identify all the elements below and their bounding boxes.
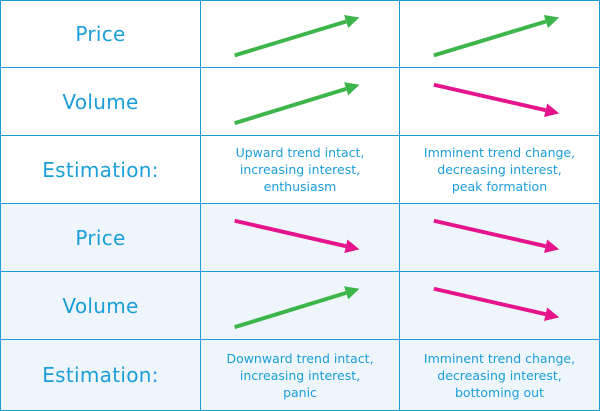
- trend-up-arrow-icon: [433, 15, 560, 58]
- arrow-head: [344, 82, 360, 96]
- arrow-head: [344, 286, 360, 300]
- arrow-head: [544, 103, 560, 117]
- estimation-line: Downward trend intact,: [226, 350, 374, 366]
- estimation-label: Estimation:: [42, 157, 159, 182]
- estimation-text: Imminent trend change, decreasing intere…: [416, 350, 583, 401]
- arrow-cell: [400, 272, 600, 340]
- arrow-head: [344, 15, 360, 29]
- row-volume-2: Volume: [0, 272, 600, 340]
- row-price-2: Price: [0, 204, 600, 272]
- trend-down-arrow-icon: [234, 218, 360, 253]
- estimation-line: increasing interest,: [239, 162, 361, 177]
- arrow-shaft: [433, 286, 547, 317]
- trend-up-arrow-icon: [234, 15, 360, 58]
- estimation-line: peak formation: [451, 179, 548, 194]
- estimation-text: Imminent trend change, decreasing intere…: [416, 144, 583, 195]
- estimation-cell: Upward trend intact, increasing interest…: [201, 136, 400, 204]
- estimation-line: Imminent trend change,: [423, 350, 576, 366]
- arrow-cell: [400, 0, 600, 68]
- arrow-shaft: [234, 86, 347, 126]
- row-estimation-2: Estimation: Downward trend intact, incre…: [0, 340, 600, 411]
- arrow-head: [543, 15, 560, 29]
- arrow-cell: [201, 0, 400, 68]
- price-label: Price: [75, 22, 126, 46]
- arrow-shaft: [234, 218, 347, 249]
- row-price-1: Price: [0, 0, 600, 68]
- volume-label: Volume: [62, 293, 139, 318]
- estimation-label: Estimation:: [42, 363, 159, 387]
- estimation-line: bottoming out: [455, 384, 544, 400]
- arrow-head: [544, 307, 560, 321]
- row-header: Volume: [0, 68, 201, 136]
- volume-label: Volume: [62, 89, 139, 114]
- trend-up-arrow-icon: [234, 286, 360, 330]
- arrow-shaft: [433, 82, 547, 113]
- arrow-head: [344, 239, 360, 253]
- row-header: Price: [0, 204, 201, 272]
- arrow-shaft: [234, 19, 347, 58]
- estimation-text: Upward trend intact, increasing interest…: [228, 144, 373, 195]
- arrow-cell: [400, 68, 600, 136]
- estimation-line: decreasing interest,: [437, 367, 562, 383]
- trend-up-arrow-icon: [234, 82, 360, 126]
- row-estimation-1: Estimation: Upward trend intact, increas…: [0, 136, 600, 204]
- arrow-cell: [201, 204, 400, 272]
- estimation-line: decreasing interest,: [437, 162, 562, 177]
- estimation-text: Downward trend intact, increasing intere…: [218, 350, 381, 401]
- trend-down-arrow-icon: [433, 82, 560, 117]
- row-header: Estimation:: [0, 136, 201, 204]
- arrow-shaft: [433, 218, 547, 249]
- estimation-cell: Imminent trend change, decreasing intere…: [400, 136, 600, 204]
- trend-down-arrow-icon: [433, 218, 560, 253]
- estimation-line: panic: [283, 384, 317, 400]
- arrow-cell: [201, 272, 400, 340]
- row-header: Volume: [0, 272, 201, 340]
- estimation-line: increasing interest,: [239, 367, 361, 383]
- estimation-cell: Downward trend intact, increasing intere…: [201, 340, 400, 411]
- estimation-line: enthusiasm: [263, 179, 337, 194]
- arrow-shaft: [234, 290, 347, 330]
- row-header: Estimation:: [0, 340, 201, 411]
- estimation-line: Imminent trend change,: [423, 145, 576, 160]
- price-label: Price: [75, 225, 126, 250]
- arrow-shaft: [433, 19, 547, 58]
- estimation-line: Upward trend intact,: [235, 145, 365, 160]
- arrow-cell: [400, 204, 600, 272]
- estimation-cell: Imminent trend change, decreasing intere…: [400, 340, 600, 411]
- row-volume-1: Volume: [0, 68, 600, 136]
- arrow-cell: [201, 68, 400, 136]
- trend-down-arrow-icon: [433, 286, 560, 321]
- row-header: Price: [0, 0, 201, 68]
- arrow-head: [544, 239, 560, 253]
